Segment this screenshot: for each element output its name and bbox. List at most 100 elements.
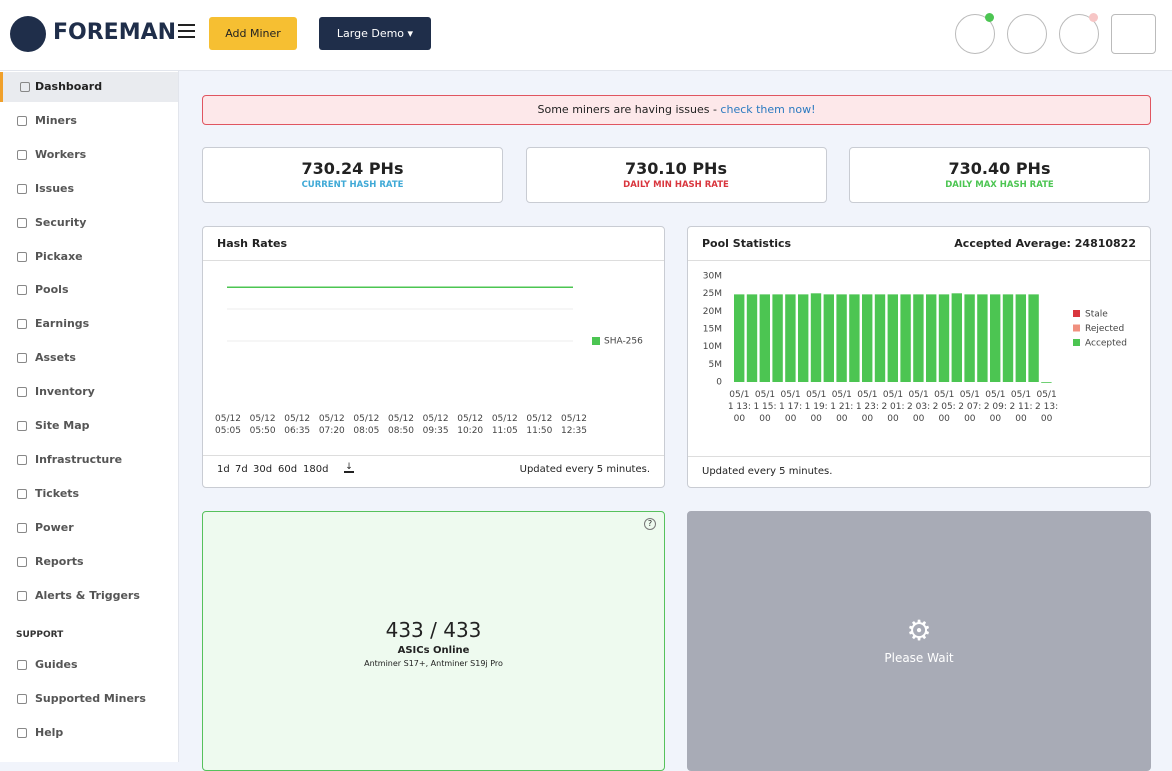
x-tick-label: 05/12 11:00 [1009, 390, 1033, 424]
card-title: Hash Rates [217, 237, 287, 250]
site-selector[interactable]: Large Demo ▾ [319, 17, 431, 50]
nav-icon [17, 694, 27, 704]
nav-item[interactable]: Guides [0, 650, 178, 680]
hash-plot: SHA-256 [227, 286, 643, 347]
nav-label: Supported Miners [35, 692, 146, 705]
legend-swatch [592, 337, 600, 345]
x-tick-label: 05/12 13:00 [1035, 390, 1059, 424]
nav-icon [17, 149, 27, 160]
gear-icon: ⚙ [906, 614, 932, 647]
nav-label: Earnings [35, 317, 90, 331]
add-miner-button[interactable]: Add Miner [209, 17, 297, 50]
nav-item[interactable]: Inventory [0, 377, 178, 407]
stat-value: 730.10 PHs [625, 159, 727, 178]
nav-item[interactable]: Assets [0, 343, 178, 373]
nav-item[interactable]: Pools [0, 275, 178, 305]
alert-link[interactable]: check them now! [720, 103, 816, 116]
nav-icon [17, 217, 27, 228]
x-tick-label: 05/12 10:20 [457, 414, 484, 436]
range-button[interactable]: 180d [303, 464, 329, 475]
legend-label: Stale [1085, 310, 1108, 320]
nav-item[interactable]: Miners [0, 106, 178, 136]
nav-icon [17, 590, 27, 601]
nav-item[interactable]: Pickaxe [0, 242, 178, 272]
asics-value: 433 / 433 [385, 618, 482, 642]
range-button[interactable]: 1d [217, 464, 230, 475]
bar [798, 294, 809, 382]
nav-icon [17, 285, 27, 296]
nav-label: Tickets [35, 486, 80, 500]
nav-icon [17, 183, 27, 194]
nav-item[interactable]: Security [0, 208, 178, 238]
nav-item[interactable]: Help [0, 718, 178, 748]
x-tick-label: 05/11 21:00 [830, 390, 854, 424]
asics-label: ASICs Online [397, 645, 470, 656]
bar [977, 294, 988, 382]
nav-label: Assets [35, 351, 76, 365]
nav-label: Workers [35, 147, 87, 161]
menu-toggle[interactable] [178, 24, 195, 38]
nav-label: Pickaxe [35, 249, 83, 263]
bar [746, 294, 758, 382]
help-icon[interactable]: ? [644, 518, 656, 530]
range-button[interactable]: 30d [253, 464, 273, 475]
y-tick-label: 5M [709, 360, 723, 370]
academy-icon[interactable] [1059, 13, 1099, 54]
x-tick-label: 05/11 13:00 [727, 390, 751, 424]
nav-item[interactable]: Dashboard [0, 72, 178, 102]
nav-item[interactable]: Reports [0, 547, 178, 577]
top-bar: FOREMAN Add Miner Large Demo ▾ [0, 0, 1172, 71]
x-tick-label: 05/12 05:50 [249, 414, 276, 436]
bar [951, 293, 962, 382]
bar [849, 294, 860, 382]
nav-label: Security [35, 215, 87, 229]
nav-item[interactable]: Supported Miners [0, 684, 178, 714]
nav-icon [17, 421, 27, 431]
bar [772, 294, 783, 382]
stat-value: 730.40 PHs [948, 159, 1051, 178]
x-tick-label: 05/12 01:00 [881, 390, 905, 424]
x-tick-label: 05/12 09:35 [422, 414, 449, 436]
nav-item[interactable]: Issues [0, 174, 178, 204]
download-icon[interactable]: ↓ [344, 462, 354, 473]
nav-icon [17, 251, 27, 262]
nav-item[interactable]: Power [0, 513, 178, 543]
loading-card: ⚙ Please Wait [687, 511, 1151, 771]
user-menu[interactable] [1111, 14, 1156, 54]
x-tick-label: 05/11 23:00 [855, 390, 879, 424]
nav-item[interactable]: Infrastructure [0, 445, 178, 475]
nav-label: Power [35, 520, 74, 534]
stat-label: DAILY MIN HASH RATE [623, 180, 729, 190]
x-tick-label: 05/11 17:00 [779, 390, 803, 424]
x-tick-label: 05/12 07:20 [318, 414, 345, 436]
nav-item[interactable]: Alerts & Triggers [0, 581, 178, 611]
range-button[interactable]: 60d [278, 464, 298, 475]
legend-label: SHA-256 [604, 337, 643, 347]
bar [836, 294, 847, 382]
filter-icon[interactable] [1007, 14, 1047, 54]
nav-item[interactable]: Site Map [0, 411, 178, 441]
nav-item[interactable]: Earnings [0, 309, 178, 339]
legend-swatch [1073, 339, 1080, 346]
nav-label: Issues [35, 181, 75, 195]
asics-models: Antminer S17+, Antminer S19j Pro [364, 659, 503, 668]
legend-label: Rejected [1085, 324, 1124, 334]
x-tick-label: 05/12 07:00 [958, 390, 982, 424]
y-tick-label: 0 [716, 378, 722, 388]
nav-label: Site Map [35, 419, 90, 432]
x-tick-label: 05/12 06:35 [284, 414, 311, 436]
bar [926, 294, 937, 382]
x-tick-label: 05/12 09:00 [983, 390, 1007, 424]
nav-item[interactable]: Tickets [0, 479, 178, 509]
nav-icon [17, 728, 27, 738]
nav-item[interactable]: Workers [0, 140, 178, 170]
nav-icon [17, 488, 27, 499]
range-button[interactable]: 7d [235, 464, 248, 475]
x-tick-label: 05/11 15:00 [753, 390, 777, 424]
stat-value: 730.24 PHs [301, 159, 404, 178]
bar [900, 294, 911, 382]
x-tick-label: 05/12 12:35 [561, 414, 587, 436]
upload-icon[interactable] [955, 13, 995, 54]
stat-label: DAILY MAX HASH RATE [945, 180, 1054, 190]
bar [964, 294, 975, 382]
